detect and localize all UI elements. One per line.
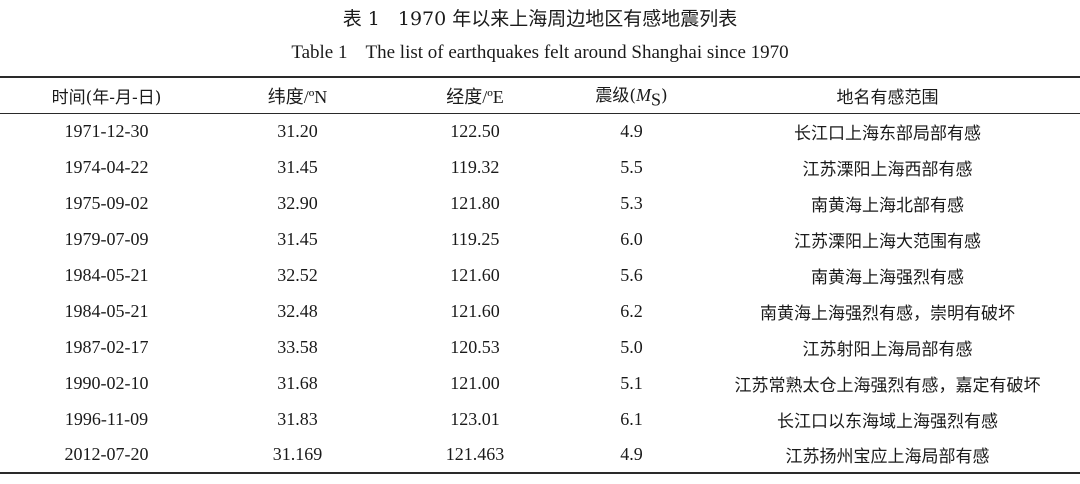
caption-cn-title: 1970 年以来上海周边地区有感地震列表 bbox=[397, 8, 738, 30]
header-magnitude-symbol: M bbox=[635, 84, 651, 105]
cell-place: 长江口上海东部局部有感 bbox=[794, 124, 981, 145]
cell-date: 1984-05-21 bbox=[64, 300, 149, 321]
cell-latitude: 31.45 bbox=[277, 157, 318, 178]
cell-date: 1974-04-22 bbox=[64, 157, 149, 178]
table-row: 1984-05-21 32.52 121.60 5.6 南黄海上海强烈有感 bbox=[0, 258, 1080, 294]
cell-magnitude: 5.5 bbox=[620, 157, 643, 178]
cell-place: 江苏溧阳上海西部有感 bbox=[802, 160, 973, 181]
cell-date: 1987-02-17 bbox=[64, 336, 149, 357]
cell-place: 江苏溧阳上海大范围有感 bbox=[794, 232, 981, 253]
cell-longitude: 121.463 bbox=[445, 444, 505, 465]
cell-date: 1979-07-09 bbox=[64, 229, 149, 250]
cell-longitude: 121.60 bbox=[450, 300, 500, 321]
cell-date: 1996-11-09 bbox=[64, 408, 149, 429]
header-longitude-label: 经度/ºE bbox=[446, 86, 504, 107]
table-row: 1996-11-09 31.83 123.01 6.1 长江口以东海域上海强烈有… bbox=[0, 401, 1080, 437]
cell-date: 1990-02-10 bbox=[64, 372, 149, 393]
cell-place: 长江口以东海域上海强烈有感 bbox=[777, 411, 998, 432]
header-place: 地名有感范围 bbox=[836, 88, 939, 108]
cell-latitude: 31.68 bbox=[277, 372, 318, 393]
cell-latitude: 31.169 bbox=[272, 444, 323, 465]
table-row: 2012-07-20 31.169 121.463 4.9 江苏扬州宝应上海局部… bbox=[0, 437, 1080, 473]
cell-latitude: 32.48 bbox=[277, 300, 318, 321]
table-caption-english: Table 1 The list of earthquakes felt arou… bbox=[0, 40, 1080, 66]
cell-place: 南黄海上海强烈有感 bbox=[811, 268, 964, 288]
cell-latitude: 31.83 bbox=[277, 408, 318, 429]
cell-place: 南黄海上海北部有感 bbox=[811, 196, 964, 217]
table-row: 1971-12-30 31.20 122.50 4.9 长江口上海东部局部有感 bbox=[0, 113, 1080, 150]
table-row: 1984-05-21 32.48 121.60 6.2 南黄海上海强烈有感，崇明… bbox=[0, 293, 1080, 329]
cell-date: 1984-05-21 bbox=[64, 265, 149, 285]
header-latitude-label: 纬度/ºN bbox=[267, 86, 328, 107]
cell-longitude: 119.32 bbox=[450, 157, 500, 178]
cell-longitude: 121.80 bbox=[450, 193, 500, 214]
cell-latitude: 31.20 bbox=[277, 121, 318, 142]
header-latitude: 纬度/ºN bbox=[213, 78, 382, 113]
table-header-row: 时间(年-月-日) 纬度/ºN 经度/ºE 震级(MS) 地名有感范围 bbox=[0, 78, 1080, 113]
cell-magnitude: 5.6 bbox=[620, 265, 643, 285]
cell-longitude: 119.25 bbox=[450, 229, 500, 250]
cell-latitude: 31.45 bbox=[277, 229, 318, 250]
cell-longitude: 123.01 bbox=[450, 408, 500, 429]
caption-en-label: Table 1 bbox=[291, 42, 348, 63]
earthquake-table: 时间(年-月-日) 纬度/ºN 经度/ºE 震级(MS) 地名有感范围 1971… bbox=[0, 78, 1080, 473]
cell-longitude: 121.60 bbox=[450, 265, 500, 285]
cell-latitude: 33.58 bbox=[277, 336, 318, 357]
cell-magnitude: 5.3 bbox=[620, 193, 643, 214]
cell-magnitude: 5.0 bbox=[620, 336, 643, 357]
cell-date: 1975-09-02 bbox=[64, 193, 149, 214]
table-row: 1990-02-10 31.68 121.00 5.1 江苏常熟太仓上海强烈有感… bbox=[0, 365, 1080, 401]
table-row: 1979-07-09 31.45 119.25 6.0 江苏溧阳上海大范围有感 bbox=[0, 222, 1080, 258]
cell-latitude: 32.52 bbox=[277, 265, 318, 285]
cell-longitude: 120.53 bbox=[450, 336, 500, 357]
header-date: 时间(年-月-日) bbox=[51, 88, 162, 108]
cell-place: 江苏射阳上海局部有感 bbox=[802, 339, 973, 360]
cell-magnitude: 4.9 bbox=[620, 121, 643, 142]
header-magnitude-suffix: ) bbox=[661, 85, 668, 106]
table-header-rule bbox=[0, 113, 1080, 114]
cell-date: 2012-07-20 bbox=[64, 444, 149, 465]
table-row: 1987-02-17 33.58 120.53 5.0 江苏射阳上海局部有感 bbox=[0, 329, 1080, 365]
cell-date: 1971-12-30 bbox=[64, 121, 149, 142]
cell-place: 江苏扬州宝应上海局部有感 bbox=[785, 447, 990, 468]
table-caption-chinese: 表 1 1970 年以来上海周边地区有感地震列表 bbox=[0, 6, 1080, 32]
header-magnitude-prefix: 震级( bbox=[595, 85, 636, 106]
header-magnitude: 震级(MS) bbox=[568, 78, 695, 113]
cell-longitude: 121.00 bbox=[450, 372, 500, 393]
cell-magnitude: 4.9 bbox=[620, 444, 643, 465]
table-row: 1975-09-02 32.90 121.80 5.3 南黄海上海北部有感 bbox=[0, 186, 1080, 222]
header-longitude: 经度/ºE bbox=[382, 78, 568, 113]
cell-longitude: 122.50 bbox=[450, 121, 500, 142]
cell-place: 江苏常熟太仓上海强烈有感，嘉定有破坏 bbox=[734, 375, 1041, 396]
caption-cn-label: 表 1 bbox=[342, 8, 380, 30]
cell-magnitude: 6.0 bbox=[620, 229, 643, 250]
header-magnitude-sub: S bbox=[650, 89, 661, 110]
cell-magnitude: 6.2 bbox=[620, 300, 643, 321]
caption-en-title: The list of earthquakes felt around Shan… bbox=[365, 42, 789, 63]
cell-latitude: 32.90 bbox=[277, 193, 318, 214]
cell-place: 南黄海上海强烈有感，崇明有破坏 bbox=[760, 303, 1015, 324]
cell-magnitude: 5.1 bbox=[620, 372, 643, 393]
cell-magnitude: 6.1 bbox=[620, 408, 643, 429]
table-bottom-rule bbox=[0, 472, 1080, 474]
table-top-rule bbox=[0, 76, 1080, 78]
table-row: 1974-04-22 31.45 119.32 5.5 江苏溧阳上海西部有感 bbox=[0, 150, 1080, 186]
